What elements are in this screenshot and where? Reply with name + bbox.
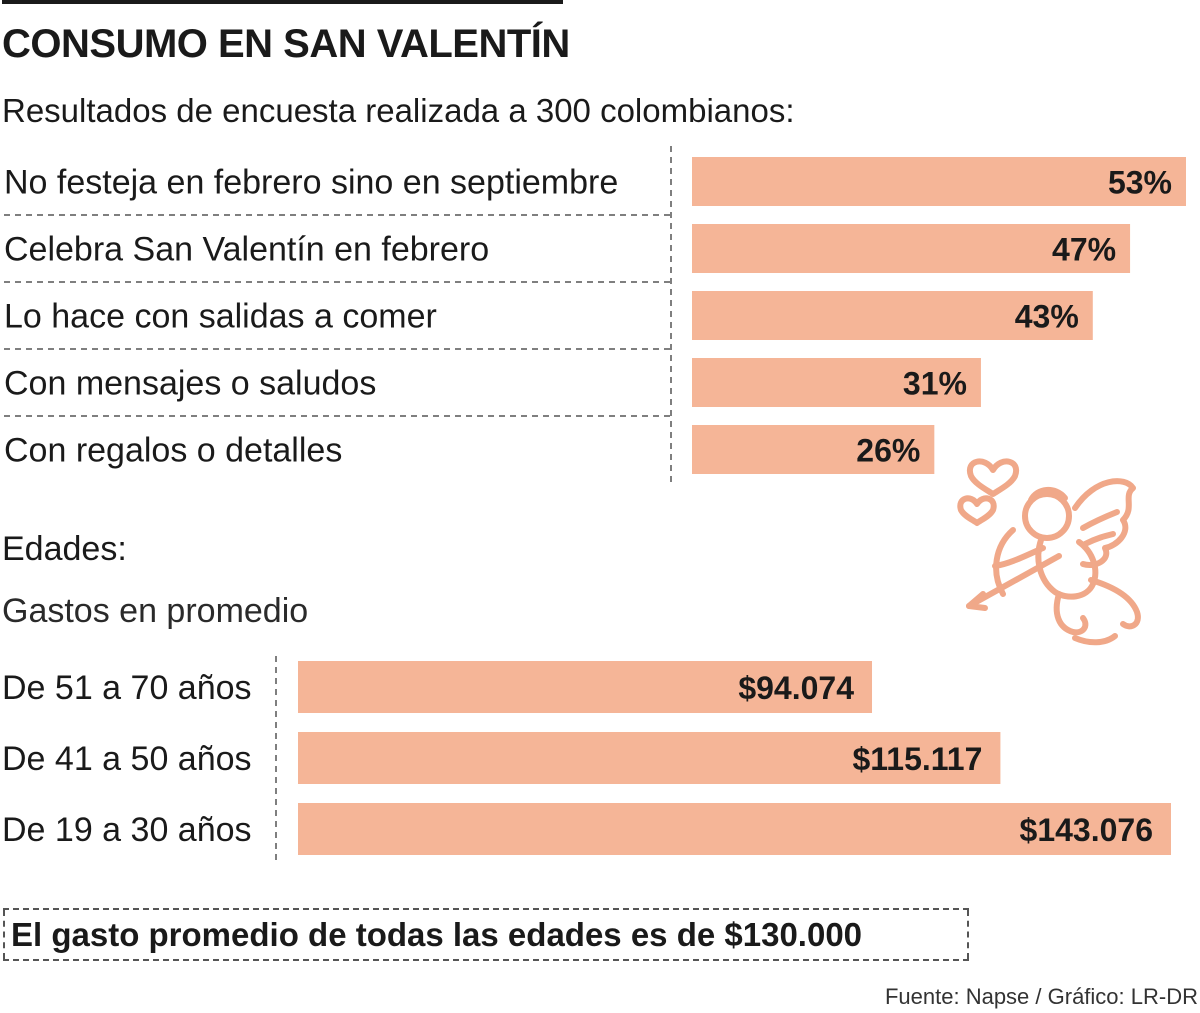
value-label: 31% <box>903 366 967 402</box>
category-label: Lo hace con salidas a comer <box>4 298 437 336</box>
chart-title: CONSUMO EN SAN VALENTÍN <box>2 22 570 66</box>
footer-note: El gasto promedio de todas las edades es… <box>11 916 863 953</box>
category-label: De 19 a 30 años <box>2 811 252 849</box>
bar <box>692 291 1093 340</box>
bar <box>692 157 1186 206</box>
category-label: Con mensajes o saludos <box>4 365 376 403</box>
value-label: $94.074 <box>738 670 854 706</box>
bar <box>692 358 981 407</box>
footer-callout: El gasto promedio de todas las edades es… <box>3 908 969 961</box>
value-label: $115.117 <box>852 741 982 777</box>
bar <box>692 224 1131 273</box>
value-label: 53% <box>1108 165 1172 201</box>
spend-section-label: Gastos en promedio <box>2 592 309 630</box>
survey-bar-chart: No festeja en febrero sino en septiembre… <box>4 146 1186 486</box>
spend-bar-chart: De 51 a 70 años $94.074 De 41 a 50 años $11… <box>2 656 1171 860</box>
top-rule <box>2 0 563 4</box>
category-label: Celebra San Valentín en febrero <box>4 231 489 269</box>
cupid-icon <box>957 458 1141 646</box>
category-label: De 51 a 70 años <box>2 669 252 707</box>
value-label: 47% <box>1052 232 1116 268</box>
value-label: $143.076 <box>1020 812 1153 848</box>
category-label: No festeja en febrero sino en septiembre <box>4 164 618 202</box>
category-label: Con regalos o detalles <box>4 432 342 470</box>
category-label: De 41 a 50 años <box>2 740 252 778</box>
ages-section-label: Edades: <box>2 530 127 568</box>
source-credit: Fuente: Napse / Gráfico: LR-DR <box>884 984 1198 1009</box>
value-label: 26% <box>856 433 920 469</box>
chart-subtitle: Resultados de encuesta realizada a 300 c… <box>2 92 795 129</box>
bar <box>298 661 873 713</box>
bar <box>298 732 1001 784</box>
value-label: 43% <box>1015 299 1079 335</box>
bar <box>298 803 1171 855</box>
bar <box>692 425 935 474</box>
